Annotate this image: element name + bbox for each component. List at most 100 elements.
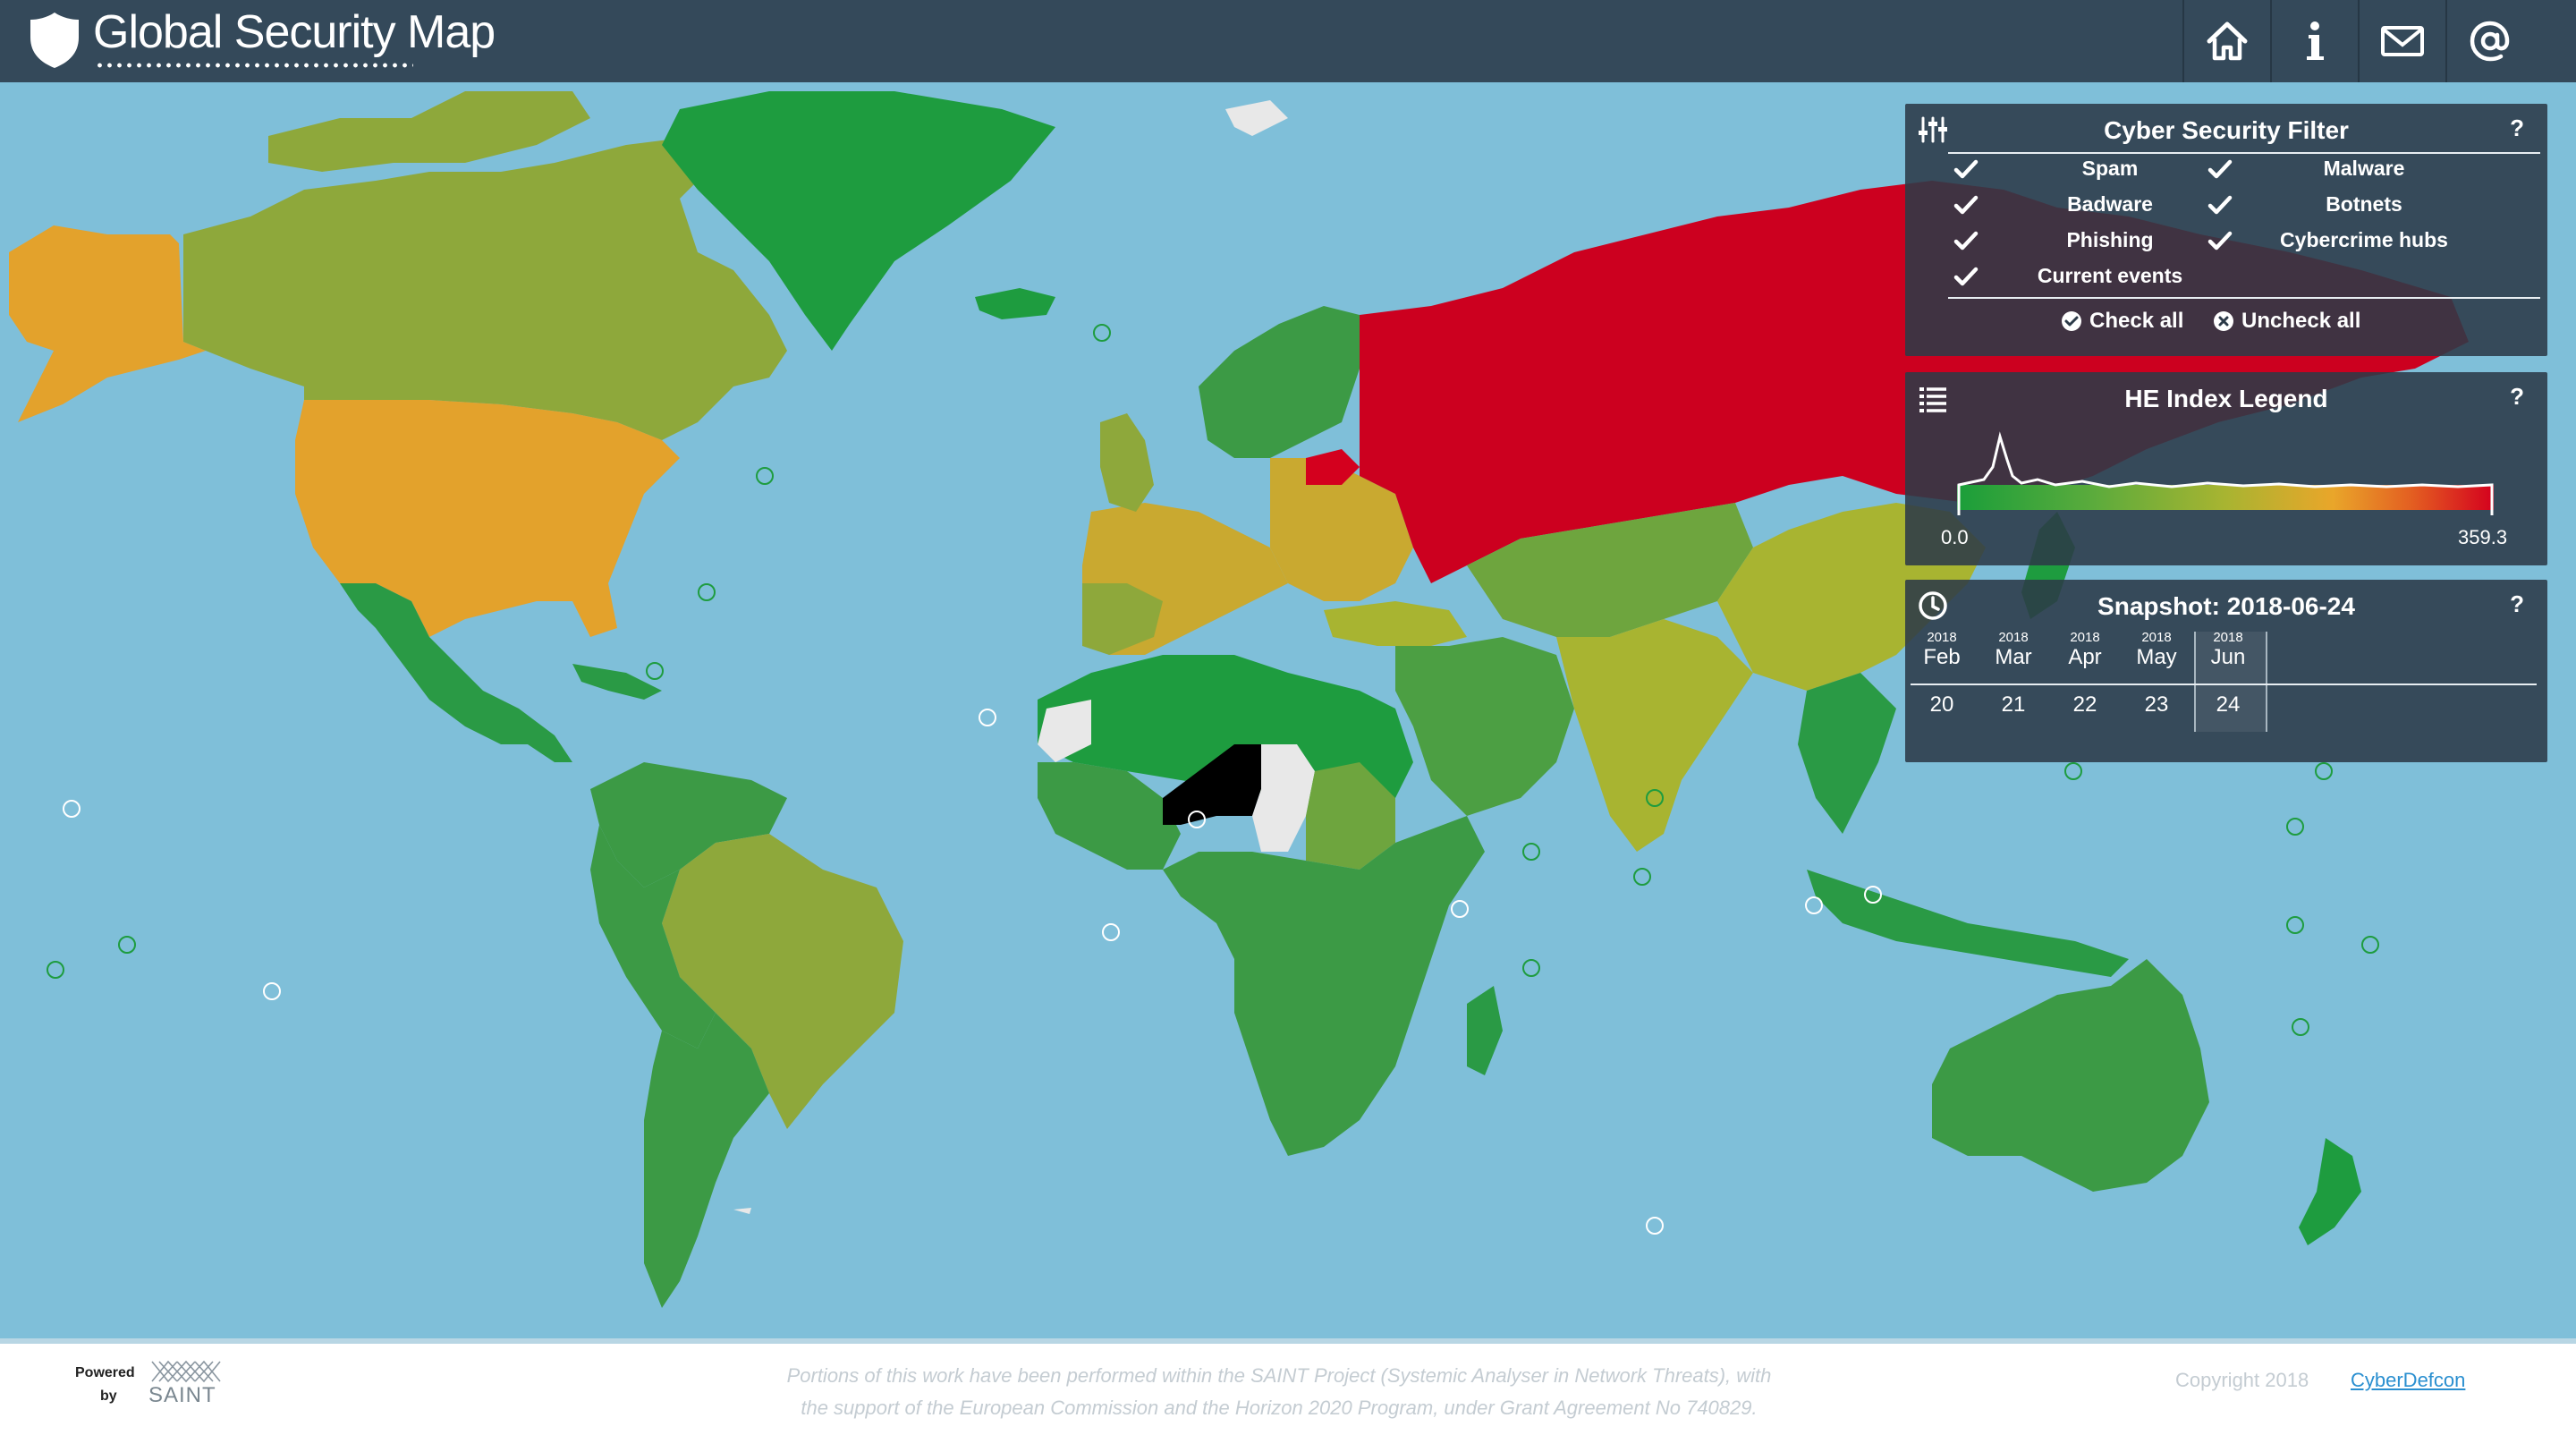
filter-option-label: Malware bbox=[2323, 157, 2405, 180]
island-marker[interactable] bbox=[1102, 923, 1120, 941]
region-arctic-islands[interactable] bbox=[268, 91, 590, 172]
country-alaska[interactable] bbox=[9, 225, 206, 422]
checkmark-icon bbox=[1953, 231, 1979, 250]
info-button[interactable] bbox=[2270, 0, 2358, 82]
region-antarctic-islands[interactable] bbox=[733, 1208, 751, 1214]
island-marker[interactable] bbox=[756, 467, 774, 485]
country-turkey[interactable] bbox=[1324, 601, 1467, 646]
island-marker[interactable] bbox=[47, 961, 64, 979]
island-marker[interactable] bbox=[1093, 324, 1111, 342]
region-north-africa[interactable] bbox=[1038, 655, 1413, 807]
island-marker[interactable] bbox=[2286, 916, 2304, 934]
country-mexico[interactable] bbox=[340, 583, 572, 762]
region-west-africa[interactable] bbox=[1038, 762, 1181, 870]
snapshot-month-label: Apr bbox=[2068, 645, 2102, 669]
filter-option-cybercrime-hubs[interactable]: Cybercrime hubs bbox=[2207, 225, 2503, 258]
country-brazil[interactable] bbox=[662, 834, 903, 1129]
country-indonesia[interactable] bbox=[1807, 870, 2129, 977]
snapshot-month-label: May bbox=[2136, 645, 2177, 669]
filter-option-malware[interactable]: Malware bbox=[2207, 154, 2503, 186]
island-marker[interactable] bbox=[1646, 1217, 1664, 1235]
snapshot-day[interactable]: 24 bbox=[2216, 692, 2241, 717]
filter-option-botnets[interactable]: Botnets bbox=[2207, 190, 2503, 222]
region-eastern-europe[interactable] bbox=[1270, 458, 1413, 601]
island-marker[interactable] bbox=[1633, 868, 1651, 886]
island-marker[interactable] bbox=[2292, 1018, 2309, 1036]
island-marker[interactable] bbox=[1805, 896, 1823, 914]
home-button[interactable] bbox=[2182, 0, 2270, 82]
island-marker[interactable] bbox=[1864, 886, 1882, 904]
region-western-sahara[interactable] bbox=[1038, 700, 1091, 762]
region-south-asia[interactable] bbox=[1556, 619, 1753, 852]
clock-icon bbox=[1919, 591, 1947, 620]
contact-button[interactable] bbox=[2445, 0, 2533, 82]
filter-option-phishing[interactable]: Phishing bbox=[1953, 225, 2249, 258]
region-caribbean[interactable] bbox=[572, 664, 662, 700]
snapshot-help-button[interactable]: ? bbox=[2510, 590, 2524, 617]
filter-option-label: Botnets bbox=[2326, 192, 2402, 216]
snapshot-month-apr[interactable]: 2018 Apr bbox=[2054, 630, 2116, 670]
mail-button[interactable] bbox=[2358, 0, 2445, 82]
island-marker[interactable] bbox=[118, 936, 136, 954]
country-belarus[interactable] bbox=[1306, 449, 1360, 485]
region-central-asia[interactable] bbox=[1467, 503, 1753, 637]
country-greenland[interactable] bbox=[662, 91, 1055, 351]
cyberdefcon-link[interactable]: CyberDefcon bbox=[2351, 1369, 2466, 1391]
island-marker[interactable] bbox=[2064, 762, 2082, 780]
island-marker[interactable] bbox=[2361, 936, 2379, 954]
region-middle-east[interactable] bbox=[1395, 637, 1574, 816]
island-marker[interactable] bbox=[646, 662, 664, 680]
region-svalbard[interactable] bbox=[1225, 100, 1288, 136]
island-marker[interactable] bbox=[63, 800, 80, 818]
legend-help-button[interactable]: ? bbox=[2510, 383, 2524, 410]
check-all-button[interactable]: Check all bbox=[2061, 306, 2183, 336]
snapshot-panel: Snapshot: 2018-06-24 ? 2018 Feb 2018 Mar… bbox=[1905, 580, 2547, 762]
checkmark-icon bbox=[1953, 267, 1979, 286]
checkmark-icon bbox=[2207, 195, 2233, 215]
country-madagascar[interactable] bbox=[1467, 986, 1503, 1075]
filter-help-button[interactable]: ? bbox=[2510, 115, 2524, 141]
powered-label: Powered bbox=[75, 1365, 135, 1380]
country-niger[interactable] bbox=[1163, 744, 1261, 825]
country-new-zealand[interactable] bbox=[2299, 1138, 2361, 1245]
country-usa[interactable] bbox=[295, 400, 680, 637]
country-canada[interactable] bbox=[183, 136, 787, 440]
filter-option-current-events[interactable]: Current events bbox=[1953, 261, 2249, 293]
snapshot-day[interactable]: 22 bbox=[2072, 692, 2097, 717]
uncheck-all-button[interactable]: Uncheck all bbox=[2213, 306, 2360, 336]
country-australia[interactable] bbox=[1932, 959, 2209, 1192]
island-marker[interactable] bbox=[2286, 818, 2304, 836]
snapshot-month-may[interactable]: 2018 May bbox=[2125, 630, 2188, 670]
snapshot-day[interactable]: 21 bbox=[2001, 692, 2026, 717]
island-marker[interactable] bbox=[1188, 811, 1206, 828]
island-marker[interactable] bbox=[979, 709, 996, 726]
country-spain[interactable] bbox=[1082, 583, 1163, 655]
country-uk[interactable] bbox=[1100, 413, 1154, 512]
country-colombia-venezuela[interactable] bbox=[590, 762, 787, 887]
island-marker[interactable] bbox=[698, 583, 716, 601]
island-marker[interactable] bbox=[2315, 762, 2333, 780]
country-peru-bolivia[interactable] bbox=[590, 825, 716, 1049]
island-marker[interactable] bbox=[1522, 843, 1540, 861]
region-southeast-asia[interactable] bbox=[1798, 673, 1896, 834]
legend-max-value: 359.3 bbox=[2458, 526, 2508, 548]
snapshot-month-feb[interactable]: 2018 Feb bbox=[1911, 630, 1973, 670]
country-sudan[interactable] bbox=[1306, 762, 1395, 870]
island-marker[interactable] bbox=[1646, 789, 1664, 807]
region-scandinavia[interactable] bbox=[1199, 306, 1360, 458]
country-chad[interactable] bbox=[1252, 744, 1315, 852]
snapshot-day[interactable]: 20 bbox=[1929, 692, 1954, 717]
region-central-africa[interactable] bbox=[1163, 816, 1485, 1156]
filter-option-badware[interactable]: Badware bbox=[1953, 190, 2249, 222]
filter-option-spam[interactable]: Spam bbox=[1953, 154, 2249, 186]
snapshot-day[interactable]: 23 bbox=[2144, 692, 2169, 717]
island-marker[interactable] bbox=[1522, 959, 1540, 977]
country-argentina-chile[interactable] bbox=[644, 1013, 769, 1308]
island-marker[interactable] bbox=[263, 982, 281, 1000]
snapshot-month-mar[interactable]: 2018 Mar bbox=[1982, 630, 2045, 670]
snapshot-month-jun[interactable]: 2018 Jun bbox=[2197, 630, 2259, 670]
island-marker[interactable] bbox=[1451, 900, 1469, 918]
country-iceland[interactable] bbox=[975, 288, 1055, 319]
app-header: Global Security Map bbox=[0, 0, 2576, 82]
home-icon bbox=[2207, 21, 2248, 61]
